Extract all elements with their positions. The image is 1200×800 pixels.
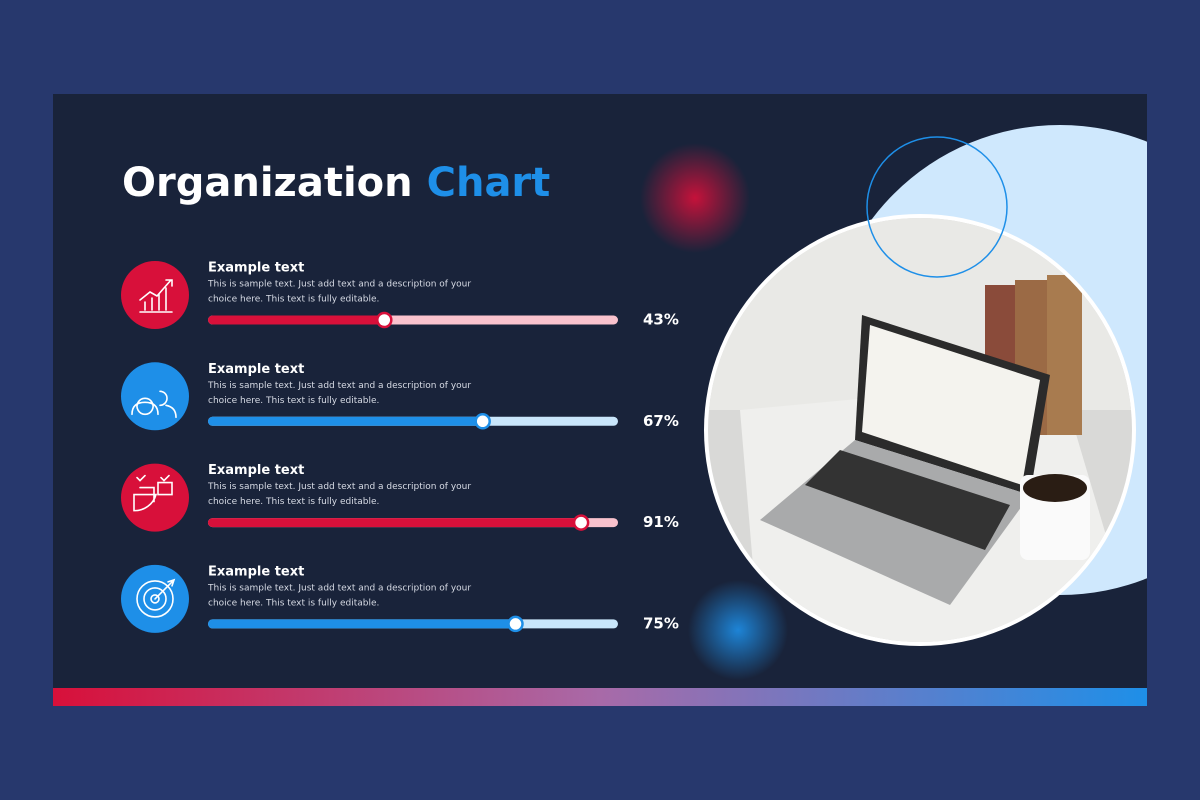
progress-bar xyxy=(208,619,516,629)
item-title: Example text xyxy=(208,261,304,276)
item-description: This is sample text. Just add text and a… xyxy=(207,583,471,593)
icon xyxy=(131,390,177,419)
progress-knob xyxy=(376,311,393,329)
glow xyxy=(688,580,788,680)
value-label: 67% xyxy=(643,412,679,430)
icon xyxy=(136,578,176,618)
item-title: Example text xyxy=(208,362,304,377)
progress-bar xyxy=(208,315,385,325)
title-main: Organization xyxy=(122,160,413,206)
item-description: choice here. This text is fully editable… xyxy=(208,497,379,507)
value-label: 91% xyxy=(643,513,679,531)
photo xyxy=(704,214,1136,646)
footer-bar xyxy=(53,688,1147,706)
item-description: choice here. This text is fully editable… xyxy=(208,295,379,305)
outline-ring xyxy=(866,136,1008,278)
icon xyxy=(139,279,173,313)
progress-knob xyxy=(474,413,491,430)
icon xyxy=(133,474,173,512)
value-label: 43% xyxy=(643,311,679,329)
item-title: Example text xyxy=(208,564,304,579)
title: Organization Chart xyxy=(122,160,550,206)
item-description: choice here. This text is fully editable… xyxy=(208,396,379,406)
title-accent: Chart xyxy=(427,160,551,206)
glow xyxy=(640,143,750,253)
item-title: Example text xyxy=(208,463,304,478)
progress-knob xyxy=(572,514,590,531)
value-label: 75% xyxy=(643,614,679,632)
progress-knob xyxy=(507,615,524,633)
item-description: choice here. This text is fully editable… xyxy=(208,598,379,608)
icon-badge xyxy=(121,362,189,431)
item-description: This is sample text. Just add text and a… xyxy=(207,280,471,290)
progress-bar xyxy=(208,518,582,528)
item-description: This is sample text. Just add text and a… xyxy=(207,482,471,492)
item-description: This is sample text. Just add text and a… xyxy=(207,381,471,391)
progress-bar xyxy=(208,416,483,426)
